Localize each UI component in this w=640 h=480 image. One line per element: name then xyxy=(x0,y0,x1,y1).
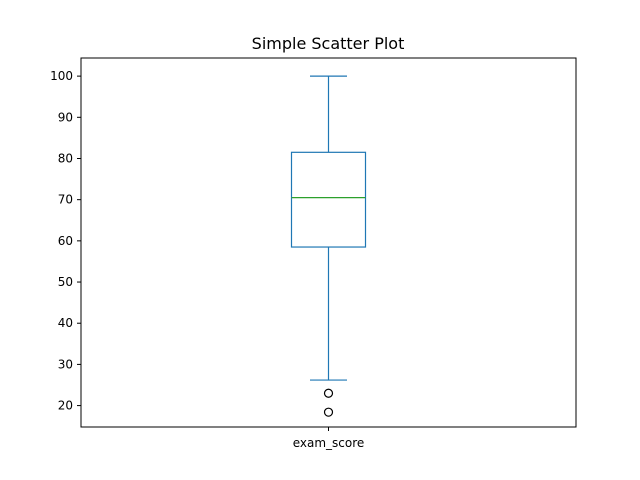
y-tick-label: 100 xyxy=(50,69,73,83)
outlier-point xyxy=(323,407,334,417)
y-tick-label: 90 xyxy=(58,110,73,124)
y-tick-label: 70 xyxy=(58,193,73,207)
y-tick-label: 40 xyxy=(58,316,73,330)
y-tick-label: 20 xyxy=(58,399,73,413)
chart-title: Simple Scatter Plot xyxy=(252,34,405,53)
outlier-point xyxy=(323,388,334,398)
y-tick-label: 30 xyxy=(58,357,73,371)
iqr-box xyxy=(290,151,367,248)
y-tick-label: 80 xyxy=(58,151,73,165)
x-tick-label: exam_score xyxy=(293,436,365,450)
plot-area: 20 30 40 50 60 70 80 90 100 exam_score xyxy=(50,57,577,450)
y-tick-label: 50 xyxy=(58,275,73,289)
y-tick-label: 60 xyxy=(58,234,73,248)
